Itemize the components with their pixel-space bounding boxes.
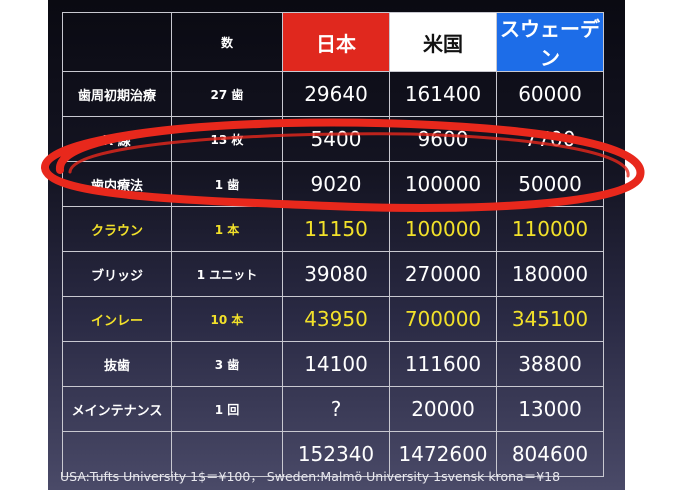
row-japan-cost: 5400 [282,116,390,162]
table-row: 歯内療法 1 歯 9020 100000 50000 [62,161,604,207]
row-sweden-cost: 110000 [496,206,604,252]
row-sweden-cost: 180000 [496,251,604,297]
row-usa-cost: 1472600 [389,431,497,477]
row-count: 1 本 [171,206,283,252]
row-treatment-name: クラウン [62,206,172,252]
row-count: 1 回 [171,386,283,432]
row-japan-cost: 152340 [282,431,390,477]
row-japan-cost: 9020 [282,161,390,207]
row-usa-cost: 111600 [389,341,497,387]
source-footnote: USA:Tufts University 1$＝¥100， Sweden:Mal… [60,469,561,484]
row-japan-cost: 14100 [282,341,390,387]
row-usa-cost: 20000 [389,386,497,432]
row-usa-cost: 9600 [389,116,497,162]
row-sweden-cost: 60000 [496,71,604,117]
row-sweden-cost: 13000 [496,386,604,432]
row-count: 27 歯 [171,71,283,117]
row-japan-cost: 29640 [282,71,390,117]
table-row: ブリッジ 1 ユニット 39080 270000 180000 [62,251,604,297]
row-treatment-name: インレー [62,296,172,342]
table-row: 152340 1472600 804600 [62,431,604,477]
row-treatment-name: 歯周初期治療 [62,71,172,117]
row-japan-cost: 39080 [282,251,390,297]
row-sweden-cost: 50000 [496,161,604,207]
row-treatment-name [62,431,172,477]
row-sweden-cost: 345100 [496,296,604,342]
row-count: 3 歯 [171,341,283,387]
table-row: インレー 10 本 43950 700000 345100 [62,296,604,342]
slide: 数 日本 米国 スウェーデン 歯周初期治療 27 歯 29640 161400 6000… [48,0,625,490]
row-sweden-cost: 7700 [496,116,604,162]
row-usa-cost: 100000 [389,206,497,252]
table-row: X 線 13 枚 5400 9600 7700 [62,116,604,162]
header-count: 数 [171,12,283,72]
row-treatment-name: メインテナンス [62,386,172,432]
table-row: クラウン 1 本 11150 100000 110000 [62,206,604,252]
header-treatment [62,12,172,72]
table-row: メインテナンス 1 回? 20000 13000 [62,386,604,432]
row-count [171,431,283,477]
row-usa-cost: 270000 [389,251,497,297]
row-count: 1 歯 [171,161,283,207]
row-count: 10 本 [171,296,283,342]
row-japan-cost: 43950 [282,296,390,342]
row-treatment-name: ブリッジ [62,251,172,297]
row-japan-cost: ? [282,386,390,432]
header-japan: 日本 [282,12,390,72]
row-treatment-name: 歯内療法 [62,161,172,207]
row-count: 1 ユニット [171,251,283,297]
table-row: 抜歯 3 歯 14100 111600 38800 [62,341,604,387]
table-row: 歯周初期治療 27 歯 29640 161400 60000 [62,71,604,117]
row-usa-cost: 161400 [389,71,497,117]
header-sweden: スウェーデン [496,12,604,72]
row-sweden-cost: 38800 [496,341,604,387]
row-japan-cost: 11150 [282,206,390,252]
cost-comparison-table: 数 日本 米国 スウェーデン 歯周初期治療 27 歯 29640 161400 6000… [62,12,604,477]
row-sweden-cost: 804600 [496,431,604,477]
row-treatment-name: X 線 [62,116,172,162]
row-count: 13 枚 [171,116,283,162]
header-usa: 米国 [389,12,497,72]
table-header-row: 数 日本 米国 スウェーデン [62,12,604,72]
row-usa-cost: 100000 [389,161,497,207]
row-treatment-name: 抜歯 [62,341,172,387]
row-usa-cost: 700000 [389,296,497,342]
